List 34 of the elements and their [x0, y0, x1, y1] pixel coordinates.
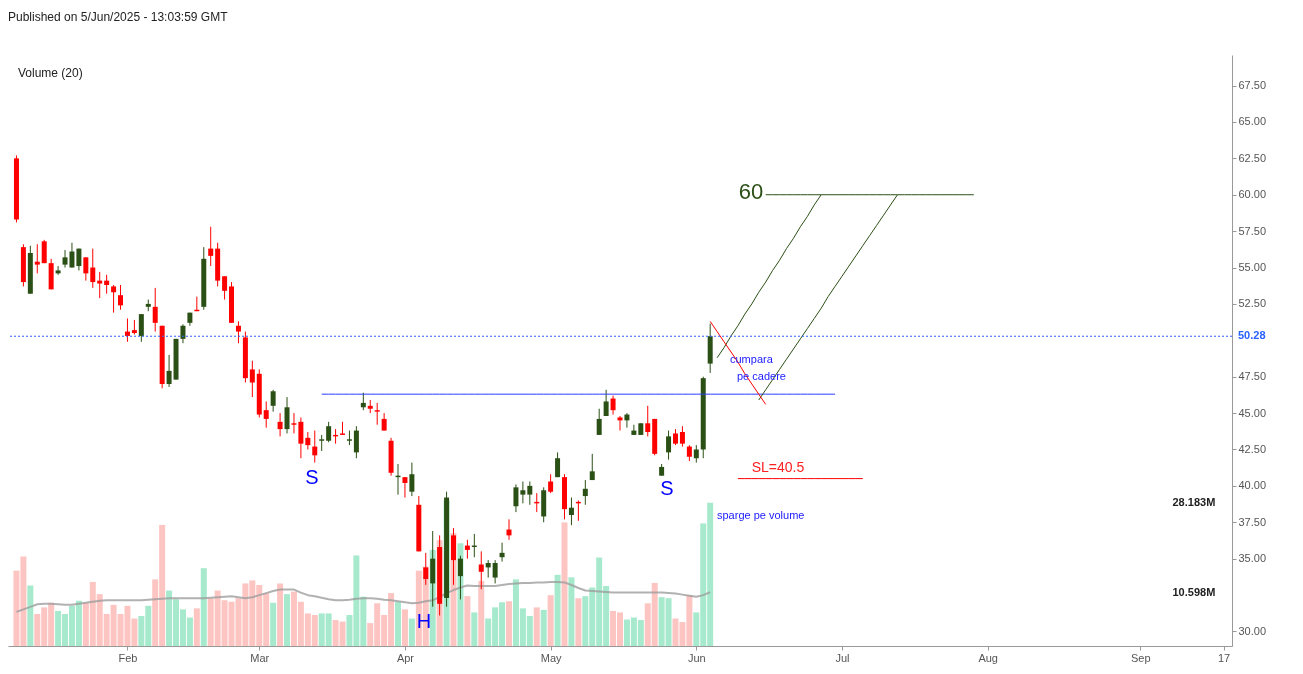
annotation: SL=40.5 — [751, 459, 805, 475]
x-tick-label: 17 — [1217, 651, 1231, 664]
y2-tick-label: 28.183M — [1172, 496, 1216, 509]
x-tick-label: Jun — [687, 651, 706, 664]
y2-tick-label: 10.598M — [1172, 585, 1216, 598]
y-tick-label: 62.50 — [1238, 151, 1267, 164]
x-tick-label: Jul — [835, 651, 850, 664]
x-tick-label: Sep — [1131, 651, 1151, 664]
x-tick-label: Feb — [118, 651, 138, 664]
x-tick-label: Aug — [978, 651, 998, 664]
y-tick-label: 55.00 — [1238, 261, 1267, 274]
annotation: S — [660, 477, 674, 499]
y-tick-label: 67.50 — [1238, 79, 1267, 92]
ref-line-label: 50.28 — [1238, 329, 1266, 342]
annotation: S — [305, 466, 319, 488]
annotation: H — [416, 610, 432, 632]
x-tick-label: Apr — [396, 651, 415, 664]
y-tick-label: 47.50 — [1238, 370, 1267, 383]
text: Published on 5/Jun/2025 - 13:03:59 GMT — [8, 10, 229, 24]
y-tick-label: 37.50 — [1238, 515, 1267, 528]
y-tick-label: 30.00 — [1238, 624, 1267, 637]
y-tick-label: 65.00 — [1238, 115, 1267, 128]
annotation: Volume (20) — [18, 66, 83, 80]
y-tick-label: 40.00 — [1238, 479, 1267, 492]
x-tick-label: Mar — [250, 651, 270, 664]
y-tick-label: 35.00 — [1238, 552, 1267, 565]
y-tick-label: 42.50 — [1238, 442, 1267, 455]
y-tick-label: 60.00 — [1238, 188, 1267, 201]
y-tick-label: 45.00 — [1238, 406, 1267, 419]
y-tick-label: 52.50 — [1238, 297, 1267, 310]
y-tick-label: 57.50 — [1238, 224, 1267, 237]
annotation: sparge pe volume — [717, 509, 805, 521]
annotation: 60 — [738, 179, 764, 204]
x-tick-label: May — [540, 651, 563, 664]
